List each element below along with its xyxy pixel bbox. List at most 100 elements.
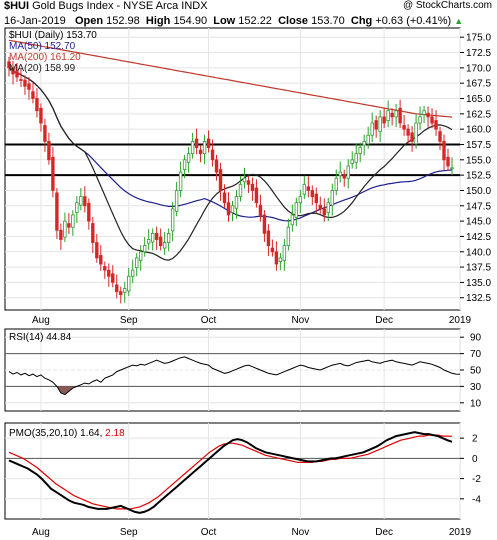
candle-body (123, 288, 127, 293)
candle-body (154, 232, 159, 240)
rsi-tick-label: 70 (470, 349, 482, 360)
candle-body (7, 61, 11, 69)
rsi-legend: RSI(14) 44.84 (9, 332, 72, 343)
x-tick-label: 2019 (449, 527, 472, 538)
candle-body (182, 159, 187, 171)
candle-body (398, 107, 402, 124)
candle-body (370, 122, 374, 136)
y-tick-label: 132.5 (466, 293, 491, 304)
x-tick-label: 2019 (449, 315, 472, 326)
candle-body (71, 214, 75, 228)
candle-body (358, 147, 362, 155)
low-value: 152.22 (238, 15, 272, 27)
x-tick-label: Aug (32, 315, 50, 326)
candle-body (242, 177, 247, 183)
candle-body (226, 202, 231, 216)
candle-body (318, 204, 322, 210)
chart-title-line: $HUI Gold Bugs Index - NYSE Arca INDX (4, 0, 208, 12)
candle-body (230, 205, 235, 213)
chg-value: +0.63 (+0.41%) (375, 15, 452, 27)
y-tick-label: 155.0 (466, 155, 491, 166)
x-tick-label: Sep (120, 315, 138, 326)
candle-body (115, 284, 119, 293)
ma200-line (8, 39, 453, 118)
candle-body (158, 236, 163, 247)
candle-body (282, 245, 287, 261)
candle-body (258, 204, 263, 216)
candle-body (338, 171, 342, 177)
candle-body (374, 120, 378, 130)
candle-body (330, 190, 334, 206)
rsi-tick-label: 10 (470, 398, 482, 409)
candle-body (202, 141, 207, 155)
candle-body (414, 122, 418, 145)
low-label: Low (213, 15, 236, 27)
candle-body (31, 91, 35, 99)
candle-body (422, 110, 426, 115)
candle-body (234, 196, 239, 209)
candle-body (218, 169, 223, 191)
close-value: 153.70 (311, 15, 345, 27)
candle-body (278, 257, 283, 262)
high-label: High (145, 15, 171, 27)
rsi-line (8, 356, 461, 396)
close-label: Close (278, 15, 309, 27)
candle-body (15, 71, 19, 78)
candle-body (394, 110, 398, 118)
candle-body (238, 183, 243, 197)
candle-body (334, 177, 338, 191)
candle-body (55, 192, 59, 231)
y-tick-label: 147.5 (466, 201, 491, 212)
candle-body (99, 255, 103, 265)
x-tick-label: Aug (32, 527, 50, 538)
price-legend-entry: MA(200) 161.20 (9, 52, 81, 63)
copyright: @ StockCharts.com (402, 0, 492, 11)
candle-body (150, 232, 155, 243)
symbol: $HUI (4, 0, 30, 12)
candle-body (342, 174, 346, 179)
rsi-tick-label: 30 (470, 382, 482, 393)
candle-body (314, 193, 319, 204)
rsi-tick-label: 90 (470, 333, 482, 344)
candle-body (194, 138, 199, 148)
candle-body (442, 141, 446, 161)
y-tick-label: 175.0 (466, 33, 491, 44)
index-name: Gold Bugs Index - NYSE Arca INDX (32, 0, 208, 12)
candle-body (222, 192, 227, 204)
candle-body (83, 196, 87, 207)
x-tick-label: Sep (120, 527, 138, 538)
candle-body (107, 269, 111, 277)
candle-body (91, 223, 95, 243)
open-label: Open (74, 15, 104, 27)
x-tick-label: Oct (201, 315, 217, 326)
candle-body (43, 125, 47, 142)
candle-body (174, 190, 179, 212)
x-tick-label: Dec (375, 527, 393, 538)
y-tick-label: 142.5 (466, 232, 491, 243)
pmo-tick-label: 2 (472, 434, 478, 445)
candle-body (386, 110, 390, 121)
x-tick-label: Nov (291, 315, 309, 326)
y-tick-label: 167.5 (466, 79, 491, 90)
candle-body (350, 159, 354, 164)
candle-body (170, 208, 175, 232)
candle-body (103, 266, 107, 271)
candle-body (366, 134, 370, 145)
candle-body (214, 159, 219, 173)
candle-body (362, 141, 366, 146)
y-tick-label: 150.0 (466, 186, 491, 197)
price-legend-entry: $HUI (Daily) 153.70 (9, 30, 97, 41)
pmo-tick-label: -2 (472, 474, 481, 485)
candle-body (190, 141, 195, 155)
candle-body (119, 291, 123, 296)
candle-body (290, 214, 295, 226)
candle-body (270, 247, 275, 253)
y-tick-label: 170.0 (466, 63, 491, 74)
candle-body (426, 112, 430, 118)
candle-body (139, 251, 143, 261)
high-value: 154.90 (173, 15, 208, 27)
candle-body (59, 229, 63, 240)
candle-body (27, 83, 31, 90)
candle-body (274, 251, 279, 265)
